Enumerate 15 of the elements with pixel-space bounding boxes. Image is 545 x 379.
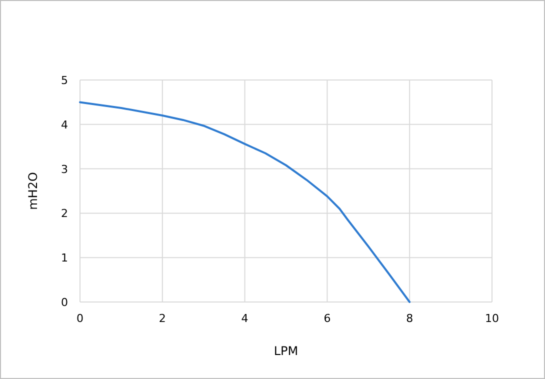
y-tick-label: 0	[61, 296, 68, 309]
x-tick-label: 2	[158, 312, 166, 325]
x-tick-label: 10	[485, 312, 499, 325]
x-tick-label: 8	[406, 312, 414, 325]
line-series	[79, 101, 411, 303]
y-tick-label: 2	[61, 207, 68, 220]
x-tick-label: 4	[241, 312, 248, 325]
x-tick-label: 0	[76, 312, 84, 325]
y-tick-label: 4	[61, 118, 68, 132]
y-tick-label: 3	[61, 162, 68, 176]
y-tick-label: 5	[61, 74, 68, 87]
y-tick-label: 1	[61, 252, 68, 265]
x-tick-label: 6	[324, 312, 331, 325]
x-axis-title: LPM	[274, 344, 298, 358]
y-axis-title: mH2O	[26, 172, 40, 210]
